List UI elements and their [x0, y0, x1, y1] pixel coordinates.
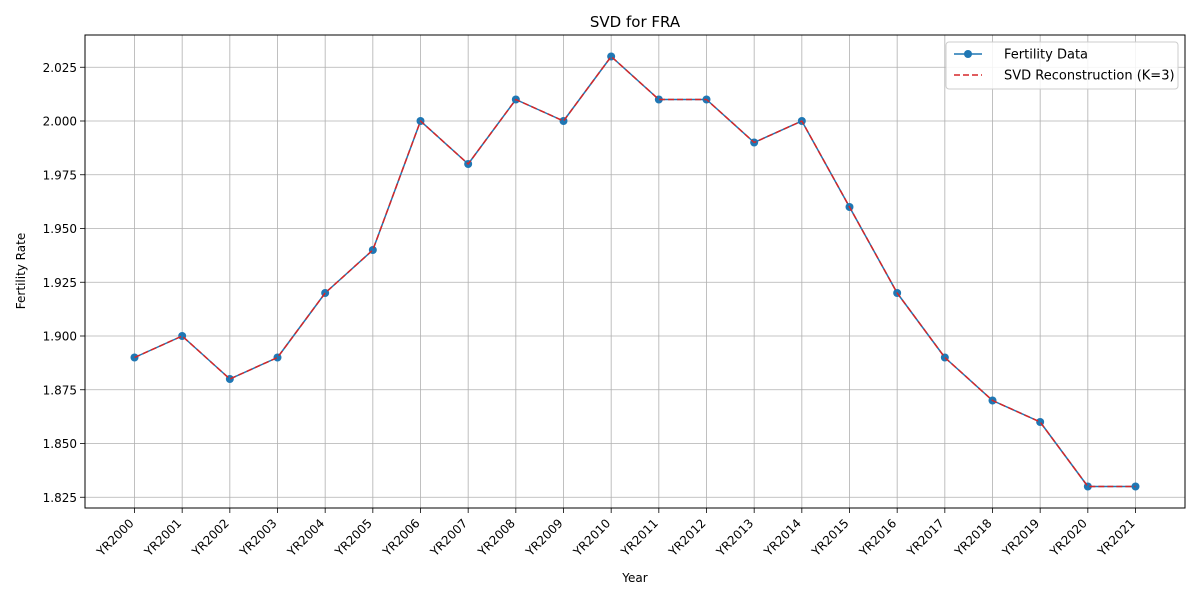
x-axis-label: Year: [621, 571, 647, 585]
y-tick-label: 1.900: [43, 330, 77, 344]
y-tick-label: 1.975: [43, 168, 77, 182]
y-tick-label: 1.850: [43, 437, 77, 451]
y-axis: 1.825 1.850 1.875 1.900 1.925 1.950 1.975 2.000…: [43, 61, 85, 505]
plot-frame: [84, 34, 1186, 509]
chart-title: SVD for FRA: [590, 13, 681, 31]
y-tick-label: 1.825: [43, 491, 77, 505]
series-layer: [130, 52, 1140, 491]
legend-marker-fertility-data: [964, 50, 972, 58]
legend-box: [945, 41, 1179, 90]
y-tick-label: 1.925: [43, 276, 77, 290]
legend-label-fertility-data: Fertility Data: [1004, 48, 1088, 63]
svd-reconstruction-line: [134, 55, 1136, 488]
y-tick-label: 2.025: [43, 61, 77, 75]
y-tick-label: 2.000: [43, 115, 77, 129]
y-axis-label: Fertility Rate: [14, 233, 28, 309]
y-tick-label: 1.875: [43, 383, 77, 397]
grid-lines: [85, 35, 1185, 508]
y-tick-label: 1.950: [43, 222, 77, 236]
legend-label-svd-reconstruction: SVD Reconstruction (K=3): [1004, 69, 1175, 84]
legend: Fertility Data SVD Reconstruction (K=3): [945, 41, 1179, 90]
